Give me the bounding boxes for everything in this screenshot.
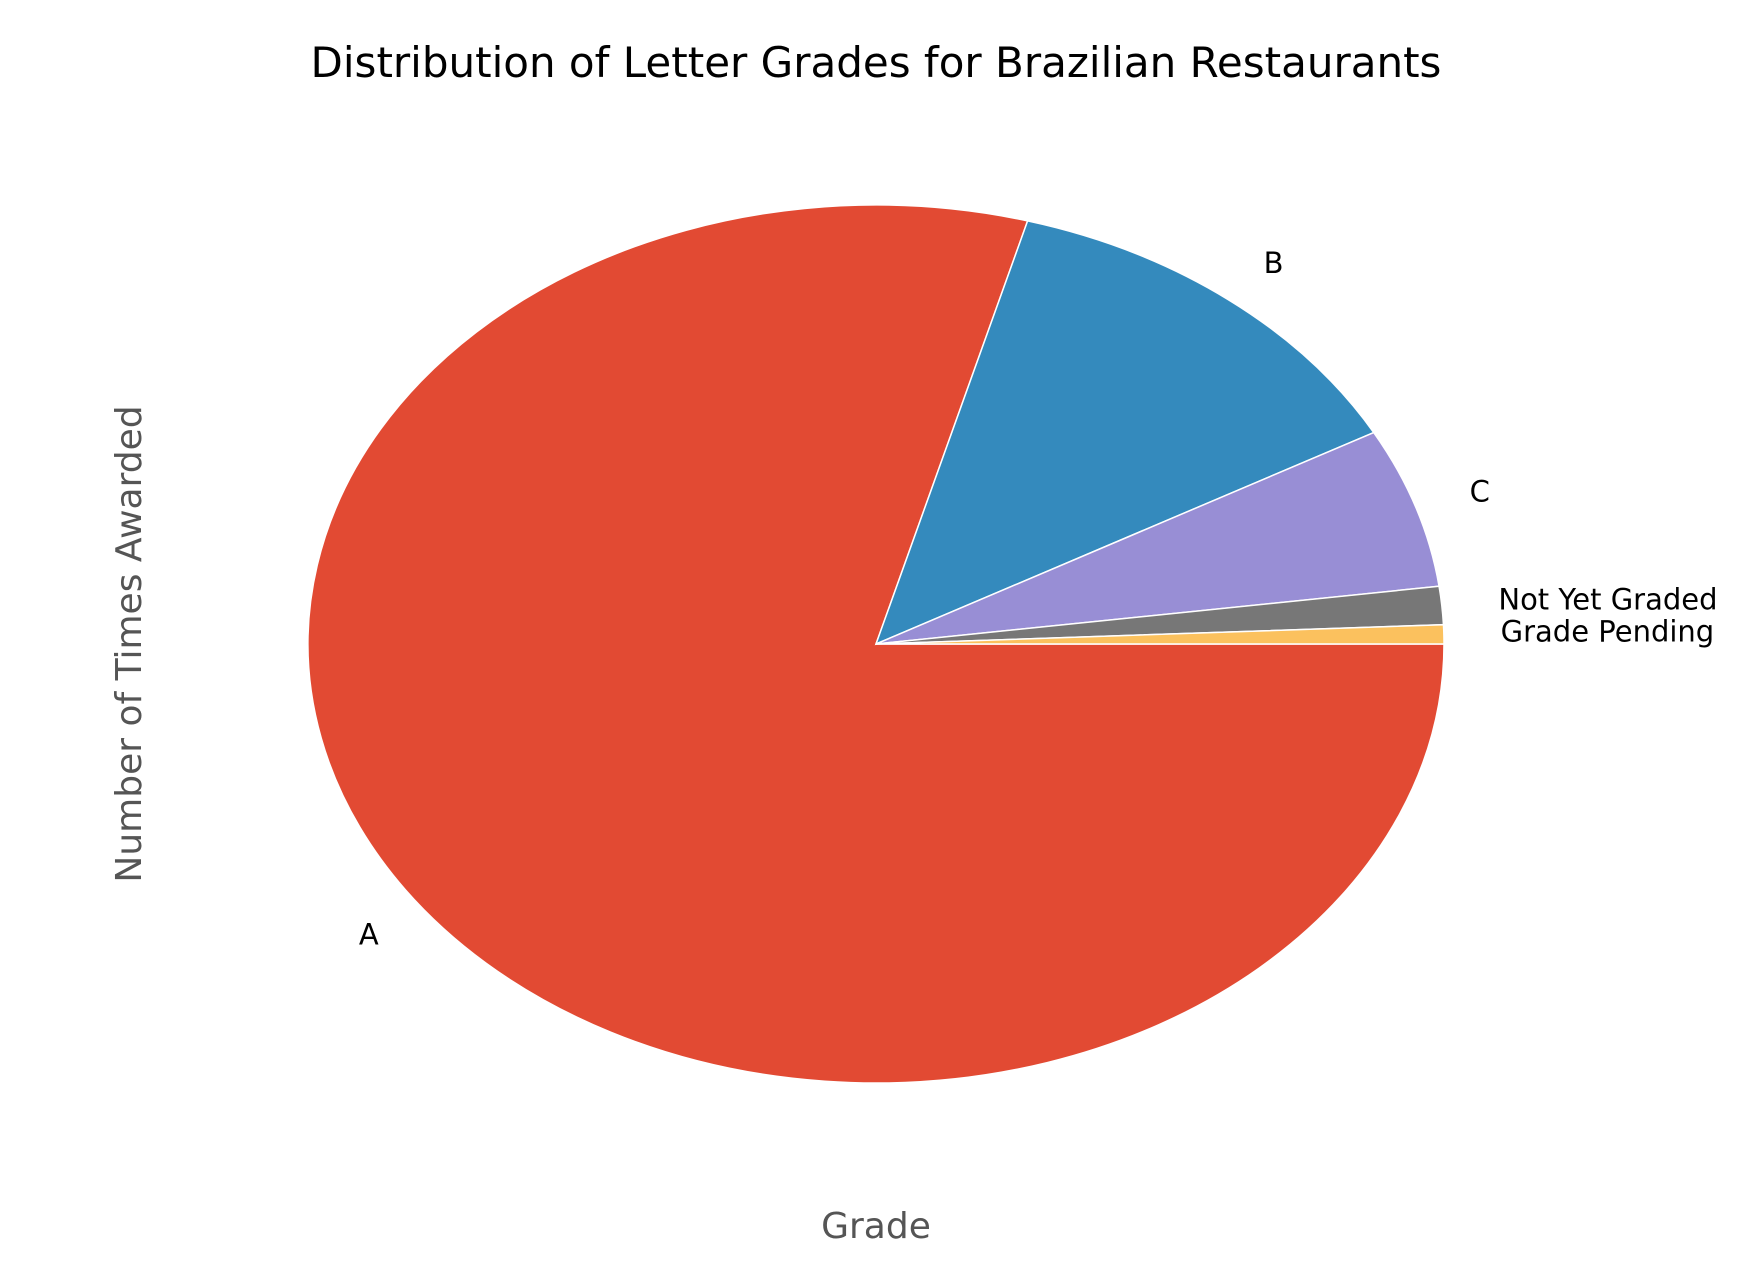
pie-label-c: C	[1470, 474, 1490, 508]
pie-slice-b	[874, 220, 1375, 646]
y-axis-label: Number of Times Awarded	[109, 405, 150, 882]
pie-slice-grade-pending	[875, 623, 1445, 645]
pie-label-not-yet-graded: Not Yet Graded	[1498, 583, 1717, 617]
pie-label-grade-pending: Grade Pending	[1501, 614, 1715, 648]
x-axis-label: Grade	[821, 1206, 931, 1247]
pie-label-a: A	[359, 917, 379, 951]
chart-title: Distribution of Letter Grades for Brazil…	[311, 38, 1442, 87]
pie-label-b: B	[1264, 246, 1284, 280]
pie-slices	[307, 204, 1445, 1084]
pie-slice-c	[875, 431, 1440, 645]
